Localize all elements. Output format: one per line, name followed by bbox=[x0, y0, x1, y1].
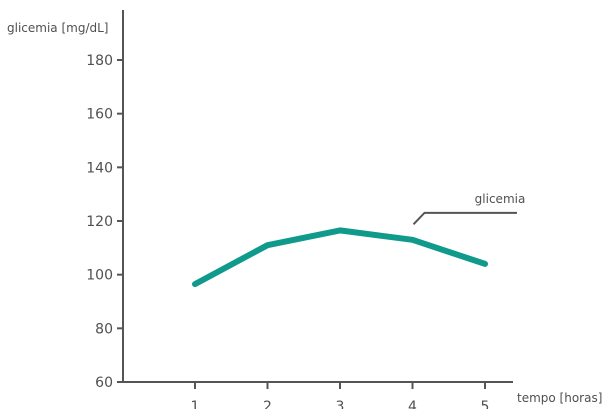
x-axis-title: tempo [horas] bbox=[517, 391, 602, 405]
x-tick-label: 1 bbox=[191, 399, 200, 409]
series-layer bbox=[192, 227, 488, 288]
x-tick-label: 4 bbox=[408, 399, 417, 409]
x-tick-label: 5 bbox=[481, 399, 490, 409]
y-tick-label: 80 bbox=[95, 321, 113, 337]
callout-label: glicemia bbox=[475, 192, 526, 206]
y-axis-title: glicemia [mg/dL] bbox=[7, 21, 108, 35]
y-tick-label: 60 bbox=[95, 375, 113, 391]
series-line-glicemia bbox=[192, 227, 488, 288]
callout-leader-line bbox=[412, 211, 517, 226]
y-tick-label: 120 bbox=[86, 214, 113, 230]
x-tick-label: 3 bbox=[336, 399, 345, 409]
y-tick-label: 160 bbox=[86, 107, 113, 123]
x-tick-label: 2 bbox=[263, 399, 272, 409]
y-tick-label: 140 bbox=[86, 160, 113, 176]
axes bbox=[122, 10, 513, 383]
y-axis-ticks: 60 80 100 120 140 160 180 bbox=[86, 53, 123, 391]
y-tick-label: 180 bbox=[86, 53, 113, 69]
y-tick-label: 100 bbox=[86, 268, 113, 284]
series-callout: glicemia bbox=[412, 192, 526, 226]
x-axis-ticks: 1 2 3 4 5 bbox=[191, 382, 490, 409]
